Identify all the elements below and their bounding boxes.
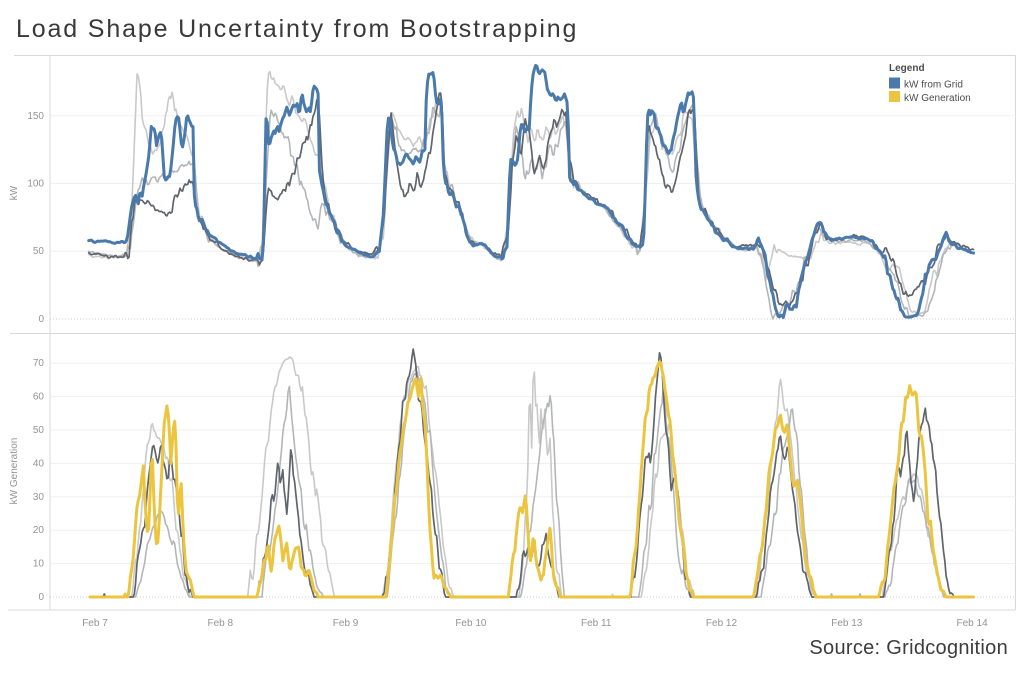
svg-text:0: 0 [38,592,44,603]
svg-text:40: 40 [33,458,45,469]
svg-text:Source: Gridcognition: Source: Gridcognition [809,637,1008,659]
svg-text:0: 0 [38,314,44,325]
svg-text:10: 10 [33,559,45,570]
svg-text:Feb 8: Feb 8 [208,618,234,629]
svg-text:kW: kW [9,185,20,200]
svg-text:Load Shape Uncertainty from Bo: Load Shape Uncertainty from Bootstrappin… [16,15,578,43]
svg-text:20: 20 [33,525,45,536]
svg-text:Feb 7: Feb 7 [82,618,108,629]
svg-text:70: 70 [33,358,45,369]
svg-text:Feb 13: Feb 13 [831,618,863,629]
svg-text:50: 50 [33,246,45,257]
svg-text:Feb 10: Feb 10 [455,618,487,629]
svg-text:Feb 14: Feb 14 [957,618,989,629]
svg-text:Legend: Legend [889,63,925,74]
svg-text:Feb 11: Feb 11 [581,618,612,629]
svg-text:kW from Grid: kW from Grid [904,80,963,91]
svg-text:kW Generation: kW Generation [9,438,20,505]
svg-text:150: 150 [27,111,44,122]
svg-text:60: 60 [33,392,45,403]
svg-text:Feb 9: Feb 9 [333,618,359,629]
svg-text:100: 100 [27,179,44,190]
svg-text:50: 50 [33,425,45,436]
svg-text:30: 30 [33,492,45,503]
svg-text:Feb 12: Feb 12 [706,618,738,629]
svg-text:kW Generation: kW Generation [904,93,971,104]
